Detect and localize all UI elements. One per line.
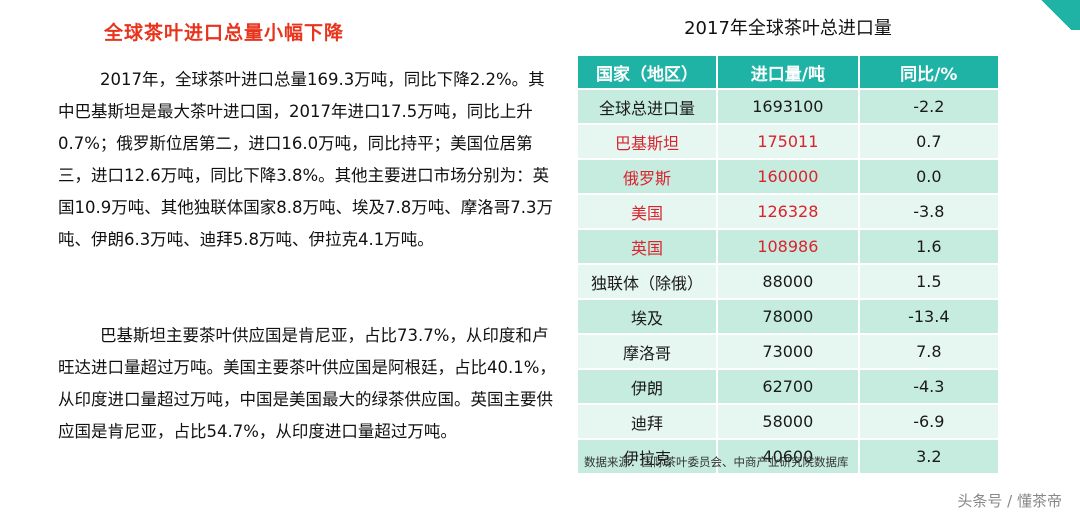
- paragraph-suppliers: 巴基斯坦主要茶叶供应国是肯尼亚，占比73.7%，从印度和卢旺达进口量超过万吨。美…: [58, 326, 556, 441]
- cell-yoy: 0.7: [859, 125, 998, 160]
- cell-country: 独联体（除俄）: [578, 265, 719, 300]
- header-yoy: 同比/%: [859, 56, 998, 90]
- cell-country: 全球总进口量: [578, 90, 719, 125]
- table-row: 伊朗 62700 -4.3: [578, 370, 998, 405]
- header-volume: 进口量/吨: [718, 56, 860, 90]
- import-table: 国家（地区） 进口量/吨 同比/% 全球总进口量 1693100 -2.2 巴基斯坦 1…: [578, 56, 998, 475]
- cell-yoy: 3.2: [859, 440, 998, 475]
- cell-volume: 73000: [718, 335, 860, 370]
- cell-volume: 88000: [718, 265, 860, 300]
- table-row: 俄罗斯 160000 0.0: [578, 160, 998, 195]
- table-title: 2017年全球茶叶总进口量: [684, 18, 892, 39]
- cell-volume: 58000: [718, 405, 860, 440]
- cell-country: 俄罗斯: [578, 160, 719, 195]
- table-row: 伊拉克 40600 3.2: [578, 440, 998, 475]
- table-row: 美国 126328 -3.8: [578, 195, 998, 230]
- table-row: 英国 108986 1.6: [578, 230, 998, 265]
- cell-volume: 78000: [718, 300, 860, 335]
- cell-country: 美国: [578, 195, 719, 230]
- cell-volume: 126328: [718, 195, 860, 230]
- cell-yoy: 7.8: [859, 335, 998, 370]
- table-row: 埃及 78000 -13.4: [578, 300, 998, 335]
- cell-country: 埃及: [578, 300, 719, 335]
- table-row: 迪拜 58000 -6.9: [578, 405, 998, 440]
- table-row: 全球总进口量 1693100 -2.2: [578, 90, 998, 125]
- corner-decoration: [1032, 0, 1080, 30]
- cell-country: 伊朗: [578, 370, 719, 405]
- cell-yoy: 1.5: [859, 265, 998, 300]
- paragraph-overview: 2017年，全球茶叶进口总量169.3万吨，同比下降2.2%。其中巴基斯坦是最大…: [58, 70, 553, 249]
- cell-yoy: -4.3: [859, 370, 998, 405]
- cell-volume: 175011: [718, 125, 860, 160]
- table-row: 摩洛哥 73000 7.8: [578, 335, 998, 370]
- cell-volume: 1693100: [718, 90, 860, 125]
- cell-yoy: -3.8: [859, 195, 998, 230]
- section-title: 全球茶叶进口总量小幅下降: [104, 22, 345, 44]
- cell-country: 巴基斯坦: [578, 125, 719, 160]
- cell-country: 迪拜: [578, 405, 719, 440]
- cell-country: 英国: [578, 230, 719, 265]
- cell-country: 摩洛哥: [578, 335, 719, 370]
- cell-yoy: -2.2: [859, 90, 998, 125]
- cell-yoy: -6.9: [859, 405, 998, 440]
- cell-yoy: 0.0: [859, 160, 998, 195]
- watermark: 头条号 / 懂茶帝: [957, 492, 1062, 510]
- cell-volume: 160000: [718, 160, 860, 195]
- cell-yoy: -13.4: [859, 300, 998, 335]
- header-country: 国家（地区）: [578, 56, 719, 90]
- data-source: 数据来源：国际茶叶委员会、中商产业研究院数据库: [584, 455, 849, 469]
- cell-volume: 62700: [718, 370, 860, 405]
- table-row: 巴基斯坦 175011 0.7: [578, 125, 998, 160]
- cell-volume: 108986: [718, 230, 860, 265]
- cell-yoy: 1.6: [859, 230, 998, 265]
- table-header-row: 国家（地区） 进口量/吨 同比/%: [578, 56, 998, 90]
- cell-volume: 40600: [718, 440, 860, 475]
- table-row: 独联体（除俄） 88000 1.5: [578, 265, 998, 300]
- cell-country: 伊拉克: [578, 440, 719, 475]
